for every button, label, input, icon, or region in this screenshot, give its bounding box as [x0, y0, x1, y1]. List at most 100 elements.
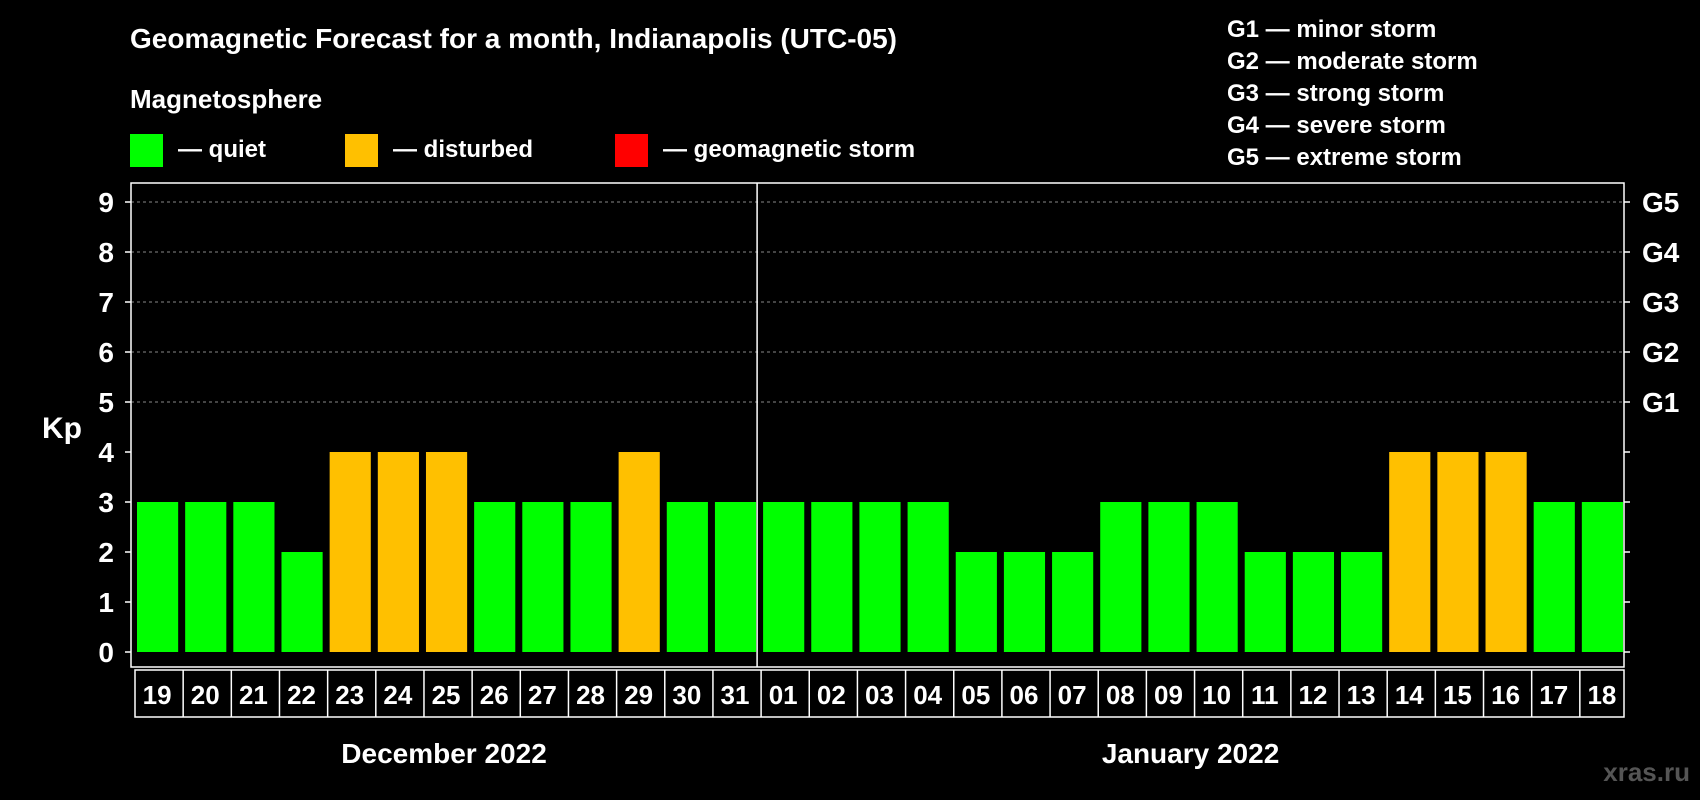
- day-label-30: 18: [1587, 680, 1616, 710]
- y-tick-label-9: 9: [98, 187, 114, 218]
- day-label-26: 14: [1395, 680, 1424, 710]
- day-label-22: 10: [1202, 680, 1231, 710]
- right-axis-label-g4: G4: [1642, 237, 1680, 268]
- storm-level-g3: G3 — strong storm: [1227, 80, 1444, 107]
- bar-23: [1244, 552, 1286, 652]
- bar-24: [1292, 552, 1335, 652]
- right-axis-label-g3: G3: [1642, 287, 1679, 318]
- day-label-11: 30: [672, 680, 701, 710]
- bar-19: [1052, 552, 1094, 652]
- bar-11: [666, 502, 708, 652]
- legend-swatch-quiet: [130, 134, 163, 167]
- bar-17: [955, 552, 997, 652]
- y-tick-label-7: 7: [98, 287, 114, 318]
- legend-swatch-storm: [615, 134, 648, 167]
- bar-21: [1148, 502, 1190, 652]
- y-tick-label-2: 2: [98, 537, 114, 568]
- bars: [137, 452, 1623, 652]
- month-label-january: January 2022: [1102, 738, 1279, 769]
- bar-1: [185, 502, 227, 652]
- day-label-14: 02: [817, 680, 846, 710]
- storm-level-g2: G2 — moderate storm: [1227, 48, 1478, 75]
- bar-8: [522, 502, 564, 652]
- day-label-4: 23: [335, 680, 364, 710]
- y-tick-label-5: 5: [98, 387, 114, 418]
- watermark: xras.ru: [1603, 757, 1690, 787]
- day-label-12: 31: [721, 680, 750, 710]
- chart-title: Geomagnetic Forecast for a month, Indian…: [130, 23, 897, 54]
- storm-level-g5: G5 — extreme storm: [1227, 144, 1462, 171]
- storm-levels-legend: G1 — minor storm G2 — moderate storm G3 …: [1227, 16, 1478, 171]
- day-label-17: 05: [961, 680, 990, 710]
- day-label-5: 24: [383, 680, 412, 710]
- month-label-december: December 2022: [341, 738, 546, 769]
- day-label-19: 07: [1058, 680, 1087, 710]
- y-tick-label-1: 1: [98, 587, 114, 618]
- bar-0: [137, 502, 179, 652]
- day-label-20: 08: [1106, 680, 1135, 710]
- day-label-24: 12: [1298, 680, 1327, 710]
- day-label-3: 22: [287, 680, 316, 710]
- day-label-0: 19: [143, 680, 172, 710]
- bar-26: [1389, 452, 1431, 652]
- y-axis-label: Kp: [42, 412, 82, 445]
- bar-10: [618, 452, 660, 652]
- y-tick-label-3: 3: [98, 487, 114, 518]
- y-tick-label-8: 8: [98, 237, 114, 268]
- bar-20: [1100, 502, 1142, 652]
- bar-12: [714, 502, 757, 652]
- bar-4: [329, 452, 371, 652]
- day-label-row: [134, 669, 1625, 718]
- bar-7: [474, 502, 516, 652]
- day-labels: 19 20 21 22 23 24 25 26 27 28 29 30 31 01 02 03 04 05 06 07…: [134, 669, 1625, 718]
- day-label-1: 20: [191, 680, 220, 710]
- bar-9: [570, 502, 612, 652]
- axes: 0 1 2 3 4 5 6 7 8 9 G1 G2 G3 G4 G5: [98, 182, 1680, 668]
- bar-25: [1341, 552, 1383, 652]
- day-label-25: 13: [1347, 680, 1376, 710]
- day-label-23: 11: [1251, 680, 1279, 710]
- day-label-7: 26: [480, 680, 509, 710]
- bar-14: [811, 502, 853, 652]
- day-label-2: 21: [239, 680, 268, 710]
- bar-18: [1003, 552, 1046, 652]
- right-axis-label-g2: G2: [1642, 337, 1679, 368]
- storm-level-g1: G1 — minor storm: [1227, 16, 1436, 43]
- bar-15: [859, 502, 901, 652]
- storm-level-g4: G4 — severe storm: [1227, 112, 1446, 139]
- bar-6: [425, 452, 468, 652]
- day-label-6: 25: [432, 680, 461, 710]
- bar-28: [1485, 452, 1527, 652]
- legend-label-storm: — geomagnetic storm: [663, 136, 915, 163]
- legend-label-quiet: — quiet: [178, 136, 266, 163]
- day-label-13: 01: [769, 680, 798, 710]
- day-label-18: 06: [1010, 680, 1039, 710]
- legend-swatch-disturbed: [345, 134, 378, 167]
- day-label-15: 03: [865, 680, 894, 710]
- bar-27: [1437, 452, 1479, 652]
- day-label-8: 27: [528, 680, 557, 710]
- day-label-28: 16: [1491, 680, 1520, 710]
- bar-29: [1533, 502, 1575, 652]
- right-axis-label-g5: G5: [1642, 187, 1679, 218]
- y-tick-label-4: 4: [98, 437, 114, 468]
- right-axis-label-g1: G1: [1642, 387, 1679, 418]
- bar-22: [1196, 502, 1238, 652]
- day-label-9: 28: [576, 680, 605, 710]
- grid-lines: [131, 201, 1624, 403]
- bar-30: [1581, 502, 1623, 652]
- status-legend: — quiet — disturbed — geomagnetic storm: [130, 134, 915, 167]
- bar-13: [763, 502, 805, 652]
- day-label-16: 04: [913, 680, 942, 710]
- bar-2: [233, 502, 275, 652]
- day-label-27: 15: [1443, 680, 1472, 710]
- y-tick-label-6: 6: [98, 337, 114, 368]
- day-label-29: 17: [1539, 680, 1568, 710]
- y-tick-label-0: 0: [98, 637, 114, 668]
- bar-3: [281, 552, 323, 652]
- bar-5: [377, 452, 419, 652]
- plot-frame: [130, 182, 1625, 668]
- legend-label-disturbed: — disturbed: [393, 136, 533, 163]
- chart-subtitle: Magnetosphere: [130, 84, 322, 114]
